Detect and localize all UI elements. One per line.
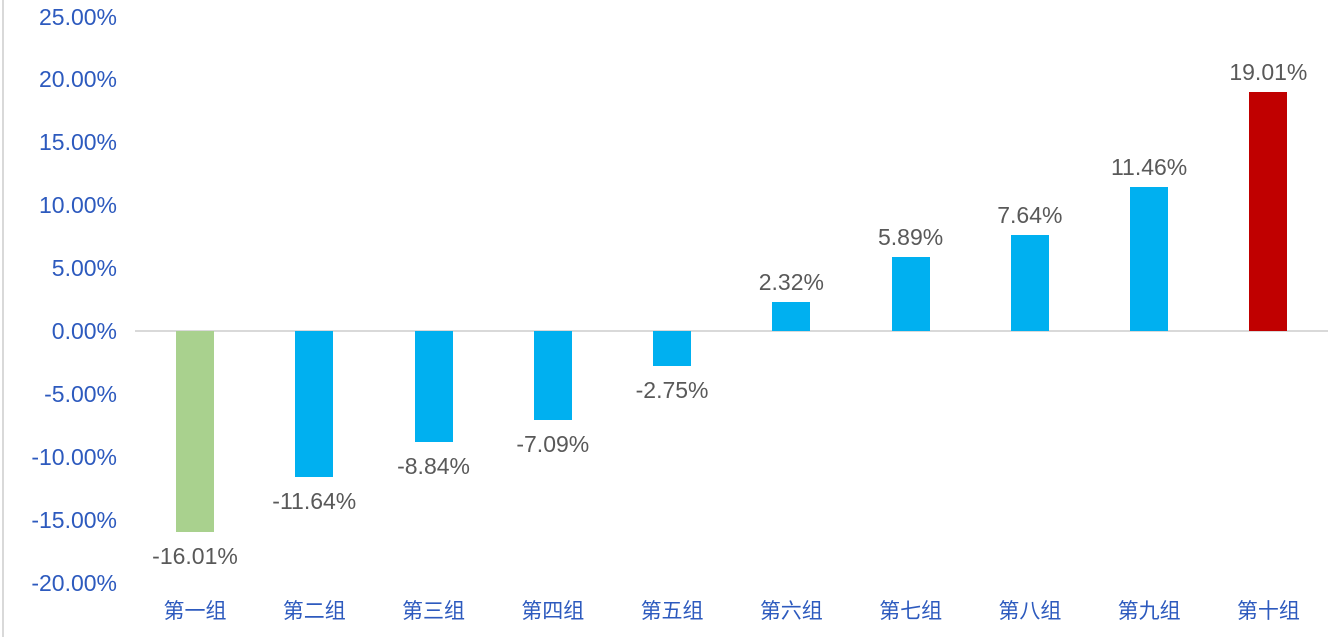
y-axis-label-6: -5.00% xyxy=(44,380,117,407)
bar-1 xyxy=(176,331,215,533)
x-axis-label-2: 第二组 xyxy=(282,600,346,623)
data-label-6: 2.32% xyxy=(758,268,824,295)
y-axis-label-5: 0.00% xyxy=(51,318,117,344)
data-label-7: 5.89% xyxy=(877,223,944,250)
y-axis-label-1: 20.00% xyxy=(38,66,117,93)
bar-6 xyxy=(772,301,811,331)
x-axis-label-1: 第一组 xyxy=(163,600,227,623)
data-label-10: 19.01% xyxy=(1229,58,1308,85)
bar-5 xyxy=(653,331,692,366)
x-axis-label-9: 第九组 xyxy=(1117,600,1181,623)
y-axis-label-8: -15.00% xyxy=(31,506,117,533)
data-label-8: 7.64% xyxy=(997,201,1063,228)
x-axis-label-5: 第五组 xyxy=(640,600,704,623)
bar-10 xyxy=(1249,91,1288,331)
bar-4 xyxy=(533,331,572,421)
x-axis-line xyxy=(135,330,1328,332)
y-axis-label-2: 15.00% xyxy=(38,129,117,156)
y-axis-label-4: 5.00% xyxy=(51,255,117,282)
x-axis-label-6: 第六组 xyxy=(759,600,823,623)
x-axis-label-3: 第三组 xyxy=(402,600,466,623)
data-label-5: -2.75% xyxy=(635,376,709,403)
x-axis-label-4: 第四组 xyxy=(521,600,585,623)
y-axis-label-3: 10.00% xyxy=(38,192,117,219)
x-axis-label-10: 第十组 xyxy=(1236,600,1300,623)
data-label-9: 11.46% xyxy=(1110,153,1188,180)
y-axis-line xyxy=(2,0,4,637)
x-axis-label-7: 第七组 xyxy=(879,600,943,623)
data-label-2: -11.64% xyxy=(272,488,357,515)
y-axis-label-7: -10.00% xyxy=(31,443,117,470)
y-axis-label-9: -20.00% xyxy=(31,569,117,596)
data-label-4: -7.09% xyxy=(516,431,590,458)
data-label-3: -8.84% xyxy=(397,453,470,480)
data-label-1: -16.01% xyxy=(152,543,238,570)
bar-7 xyxy=(891,256,930,331)
bar-2 xyxy=(295,331,334,478)
bar-3 xyxy=(414,331,453,443)
y-axis-label-0: 25.00% xyxy=(38,3,117,30)
bar-8 xyxy=(1010,234,1049,331)
bar-9 xyxy=(1130,186,1169,331)
x-axis-label-8: 第八组 xyxy=(998,600,1062,623)
